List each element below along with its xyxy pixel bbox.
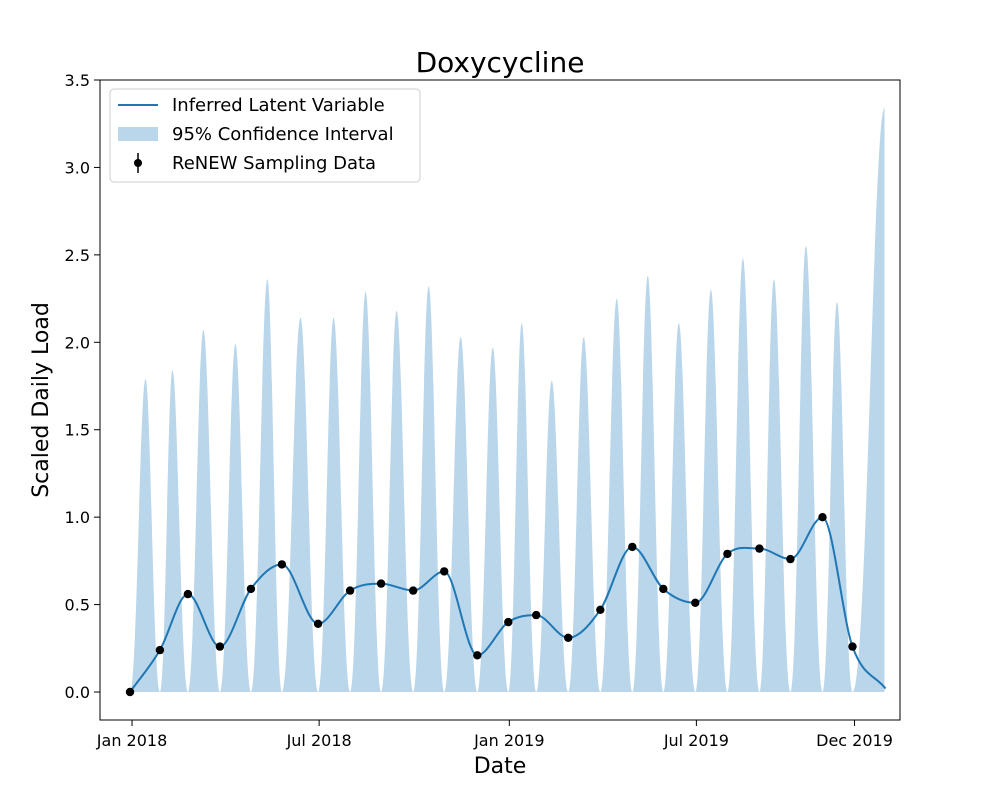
sampling-point-1 xyxy=(125,687,135,697)
y-tick-label-6: 2.5 xyxy=(65,246,90,265)
legend: Inferred Latent Variable 95% Confidence … xyxy=(109,88,421,183)
sampling-point-15 xyxy=(564,633,573,642)
sampling-points xyxy=(125,513,857,697)
plot-frame xyxy=(99,79,901,721)
x-tick-label-1: Jan 2018 xyxy=(96,731,167,750)
y-tick-label-3: 1.0 xyxy=(65,508,90,527)
x-tick-label-5: Dec 2019 xyxy=(816,731,893,750)
sampling-point-4 xyxy=(215,642,225,651)
legend-band-swatch xyxy=(118,127,158,141)
sampling-point-6 xyxy=(277,560,287,569)
y-tick-label-1: 0.0 xyxy=(65,683,90,702)
sampling-point-19 xyxy=(691,598,700,607)
y-axis-label: Scaled Daily Load xyxy=(29,302,54,498)
legend-box xyxy=(109,88,421,183)
y-tick-label-4: 1.5 xyxy=(65,421,90,440)
sampling-point-3 xyxy=(183,589,193,599)
y-tick-label-5: 2.0 xyxy=(65,333,90,352)
y-tick-label-7: 3.0 xyxy=(65,158,90,177)
legend-label-ci: 95% Confidence Interval xyxy=(172,124,394,145)
sampling-point-9 xyxy=(376,579,386,588)
x-axis-label: Date xyxy=(474,754,527,779)
legend-label-sampling: ReNEW Sampling Data xyxy=(172,153,376,174)
sampling-point-16 xyxy=(596,605,605,614)
sampling-point-10 xyxy=(409,586,418,595)
x-axis: Jan 2018 Jul 2018 Jan 2019 Jul 2019 Dec 2019 xyxy=(96,720,893,750)
sampling-point-5 xyxy=(246,584,256,594)
sampling-point-20 xyxy=(723,549,732,559)
confidence-interval-band xyxy=(130,108,885,692)
y-axis: 0.0 0.5 1.0 1.5 2.0 2.5 3.0 3.5 xyxy=(65,71,100,702)
sampling-point-17 xyxy=(628,542,637,552)
plot-area xyxy=(125,108,887,697)
sampling-point-14 xyxy=(532,610,541,620)
x-tick-label-3: Jan 2019 xyxy=(473,731,544,750)
sampling-point-7 xyxy=(313,619,323,628)
sampling-point-12 xyxy=(473,651,482,660)
sampling-point-23 xyxy=(818,513,827,522)
sampling-point-2 xyxy=(155,645,165,655)
sampling-point-11 xyxy=(440,567,449,576)
sampling-point-18 xyxy=(659,584,668,594)
sampling-point-24 xyxy=(848,642,857,651)
sampling-point-13 xyxy=(504,617,513,627)
sampling-point-22 xyxy=(786,554,795,564)
sampling-point-21 xyxy=(755,544,764,553)
y-tick-label-8: 3.5 xyxy=(65,71,90,90)
legend-point-swatch xyxy=(134,159,142,167)
x-tick-label-4: Jul 2019 xyxy=(663,731,729,750)
sampling-point-8 xyxy=(345,586,355,595)
legend-label-latent: Inferred Latent Variable xyxy=(172,95,385,116)
chart-title: Doxycycline xyxy=(416,46,585,79)
x-tick-label-2: Jul 2018 xyxy=(286,731,352,750)
y-tick-label-2: 0.5 xyxy=(65,596,90,615)
